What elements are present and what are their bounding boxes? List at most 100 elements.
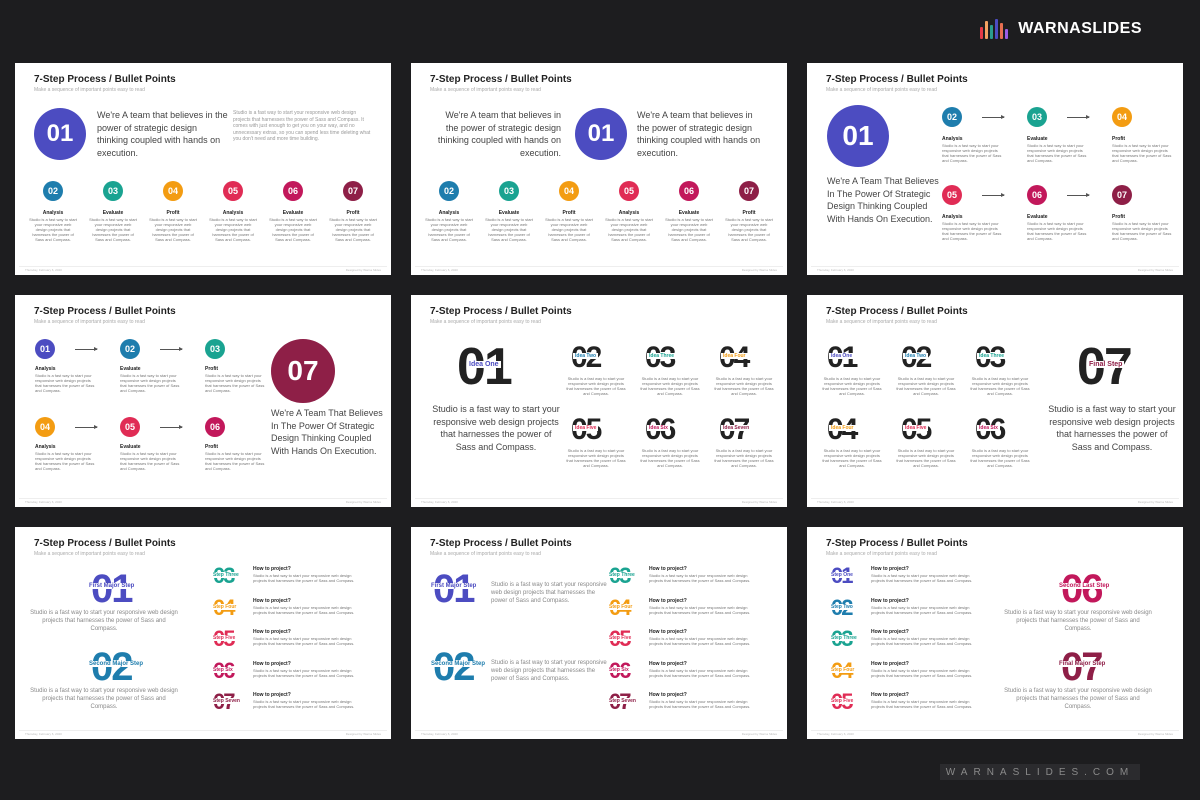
major-tag: Final Major Step (1057, 661, 1108, 667)
slide-thumbnail-4[interactable]: 7-Step Process / Bullet Points Make a seq… (15, 295, 391, 507)
lead-text: We're A Team That Believes In The Power … (827, 176, 939, 224)
step-description: Studio is a fast way to start your respo… (714, 448, 774, 468)
step-label: Profit (562, 210, 576, 216)
step-description: Studio is a fast way to start your respo… (640, 376, 700, 396)
step-description: Studio is a fast way to start your respo… (822, 448, 882, 468)
step-description: Studio is a fast way to start your respo… (640, 448, 700, 468)
step-label: Evaluate (498, 210, 520, 216)
footer-date: Thursday, February 6, 2020 (817, 268, 854, 272)
step-label: Analysis (942, 214, 963, 220)
step-description: Studio is a fast way to start your respo… (970, 448, 1030, 468)
list-tag: Step Four (607, 603, 635, 610)
slide-thumbnail-2[interactable]: 7-Step Process / Bullet Points Make a seq… (411, 63, 787, 275)
step-label: Profit (166, 210, 180, 216)
list-heading: How to project? (253, 692, 291, 698)
step-label: Profit (742, 210, 756, 216)
logo-bar (1000, 23, 1004, 39)
step-arrow-icon (75, 347, 98, 351)
step-arrow-icon (75, 425, 98, 429)
slide-thumbnail-9[interactable]: 7-Step Process / Bullet Points Make a seq… (807, 527, 1183, 739)
logo-bars-icon (980, 19, 1009, 39)
slide-footer: Thursday, February 6, 2020 Designed by Wa… (811, 266, 1179, 273)
step-description: Studio is a fast way to start your respo… (120, 373, 180, 393)
list-heading: How to project? (253, 566, 291, 572)
major-text: Studio is a fast way to start your respo… (491, 582, 607, 604)
list-tag: Step Four (829, 666, 857, 673)
step-circle: 02 (120, 339, 140, 359)
step-arrow-icon (1067, 193, 1090, 197)
footer-brand-url: WARNASLIDES.COM (940, 764, 1140, 780)
step-tag: Idea Three (977, 353, 1007, 359)
list-tag: Step Seven (211, 698, 242, 704)
slide-thumbnail-5[interactable]: 7-Step Process / Bullet Points Make a seq… (411, 295, 787, 507)
lead-text: We're A team that believes in the power … (97, 110, 228, 158)
list-description: Studio is a fast way to start your respo… (253, 604, 355, 615)
slide-subtitle: Make a sequence of important points easy… (826, 551, 937, 557)
slide-footer: Thursday, February 6, 2020 Designed by Wa… (811, 730, 1179, 737)
logo-bar (995, 19, 999, 39)
step-description: Studio is a fast way to start your respo… (545, 217, 593, 242)
step-circle: 02 (439, 181, 459, 201)
list-heading: How to project? (253, 597, 291, 604)
list-heading: How to project? (253, 660, 291, 667)
slide-thumbnail-6[interactable]: 7-Step Process / Bullet Points Make a seq… (807, 295, 1183, 507)
slide-title: 7-Step Process / Bullet Points (430, 74, 572, 85)
list-tag: Step Three (211, 572, 241, 578)
major-text: Studio is a fast way to start your respo… (1004, 610, 1152, 632)
slide-subtitle: Make a sequence of important points easy… (826, 87, 937, 93)
step-description: Studio is a fast way to start your respo… (896, 448, 956, 468)
slide-title: 7-Step Process / Bullet Points (826, 306, 968, 317)
step-description: Studio is a fast way to start your respo… (1112, 221, 1172, 241)
list-description: Studio is a fast way to start your respo… (871, 667, 973, 678)
slide-title: 7-Step Process / Bullet Points (826, 74, 968, 85)
step-description: Studio is a fast way to start your respo… (566, 376, 626, 396)
step-circle: 03 (103, 181, 123, 201)
slide-thumbnail-8[interactable]: 7-Step Process / Bullet Points Make a seq… (411, 527, 787, 739)
step-circle: 06 (1027, 185, 1047, 205)
big-number-tag: Final Step (1087, 361, 1125, 368)
step-label: Evaluate (120, 366, 141, 372)
step-circle: 03 (1027, 107, 1047, 127)
step-label: Evaluate (1027, 136, 1048, 142)
step-circle: 06 (205, 417, 225, 437)
step-label: Analysis (942, 136, 963, 142)
major-tag: Second Major Step (87, 661, 146, 667)
step-arrow-icon (1067, 115, 1090, 119)
step-description: Studio is a fast way to start your respo… (1112, 143, 1172, 163)
step-tag: Idea Three (647, 353, 677, 359)
step-circle: 04 (1112, 107, 1132, 127)
slide-subtitle: Make a sequence of important points easy… (826, 319, 937, 325)
list-heading: How to project? (871, 597, 909, 604)
step-circle: 05 (942, 185, 962, 205)
list-heading: How to project? (253, 629, 291, 635)
list-heading: How to project? (871, 660, 909, 667)
step-circle: 02 (942, 107, 962, 127)
big-step-circle: 01 (575, 108, 627, 160)
step-arrow-icon (160, 425, 183, 429)
body-text: Studio is a fast way to start your respo… (233, 110, 371, 142)
step-label: Analysis (35, 366, 56, 372)
list-description: Studio is a fast way to start your respo… (649, 667, 751, 678)
footer-credit: Designed by Warna Slides (345, 500, 381, 504)
footer-date: Thursday, February 6, 2020 (25, 500, 62, 504)
step-description: Studio is a fast way to start your respo… (205, 451, 265, 471)
lead-text: We're A team that believes in the power … (437, 110, 561, 158)
step-description: Studio is a fast way to start your respo… (425, 217, 473, 242)
slide-thumbnail-1[interactable]: 7-Step Process / Bullet Points Make a seq… (15, 63, 391, 275)
step-tag: Idea One (829, 353, 855, 359)
step-description: Studio is a fast way to start your respo… (725, 217, 773, 242)
footer-date: Thursday, February 6, 2020 (817, 732, 854, 736)
step-label: Evaluate (120, 444, 141, 450)
step-tag: Idea Two (573, 353, 599, 359)
slide-thumbnail-7[interactable]: 7-Step Process / Bullet Points Make a seq… (15, 527, 391, 739)
brand-name: WARNASLIDES (1018, 20, 1142, 37)
major-tag: First Major Step (429, 583, 479, 589)
major-number: 02 (91, 645, 133, 689)
step-tag: Idea Six (647, 425, 670, 431)
slide-thumbnail-3[interactable]: 7-Step Process / Bullet Points Make a seq… (807, 63, 1183, 275)
major-tag: Second Major Step (429, 661, 488, 667)
step-description: Studio is a fast way to start your respo… (89, 217, 137, 242)
list-tag: Step Seven (607, 698, 638, 704)
lead-text: We're A Team That Believes In The Power … (271, 408, 383, 456)
list-description: Studio is a fast way to start your respo… (871, 573, 973, 583)
